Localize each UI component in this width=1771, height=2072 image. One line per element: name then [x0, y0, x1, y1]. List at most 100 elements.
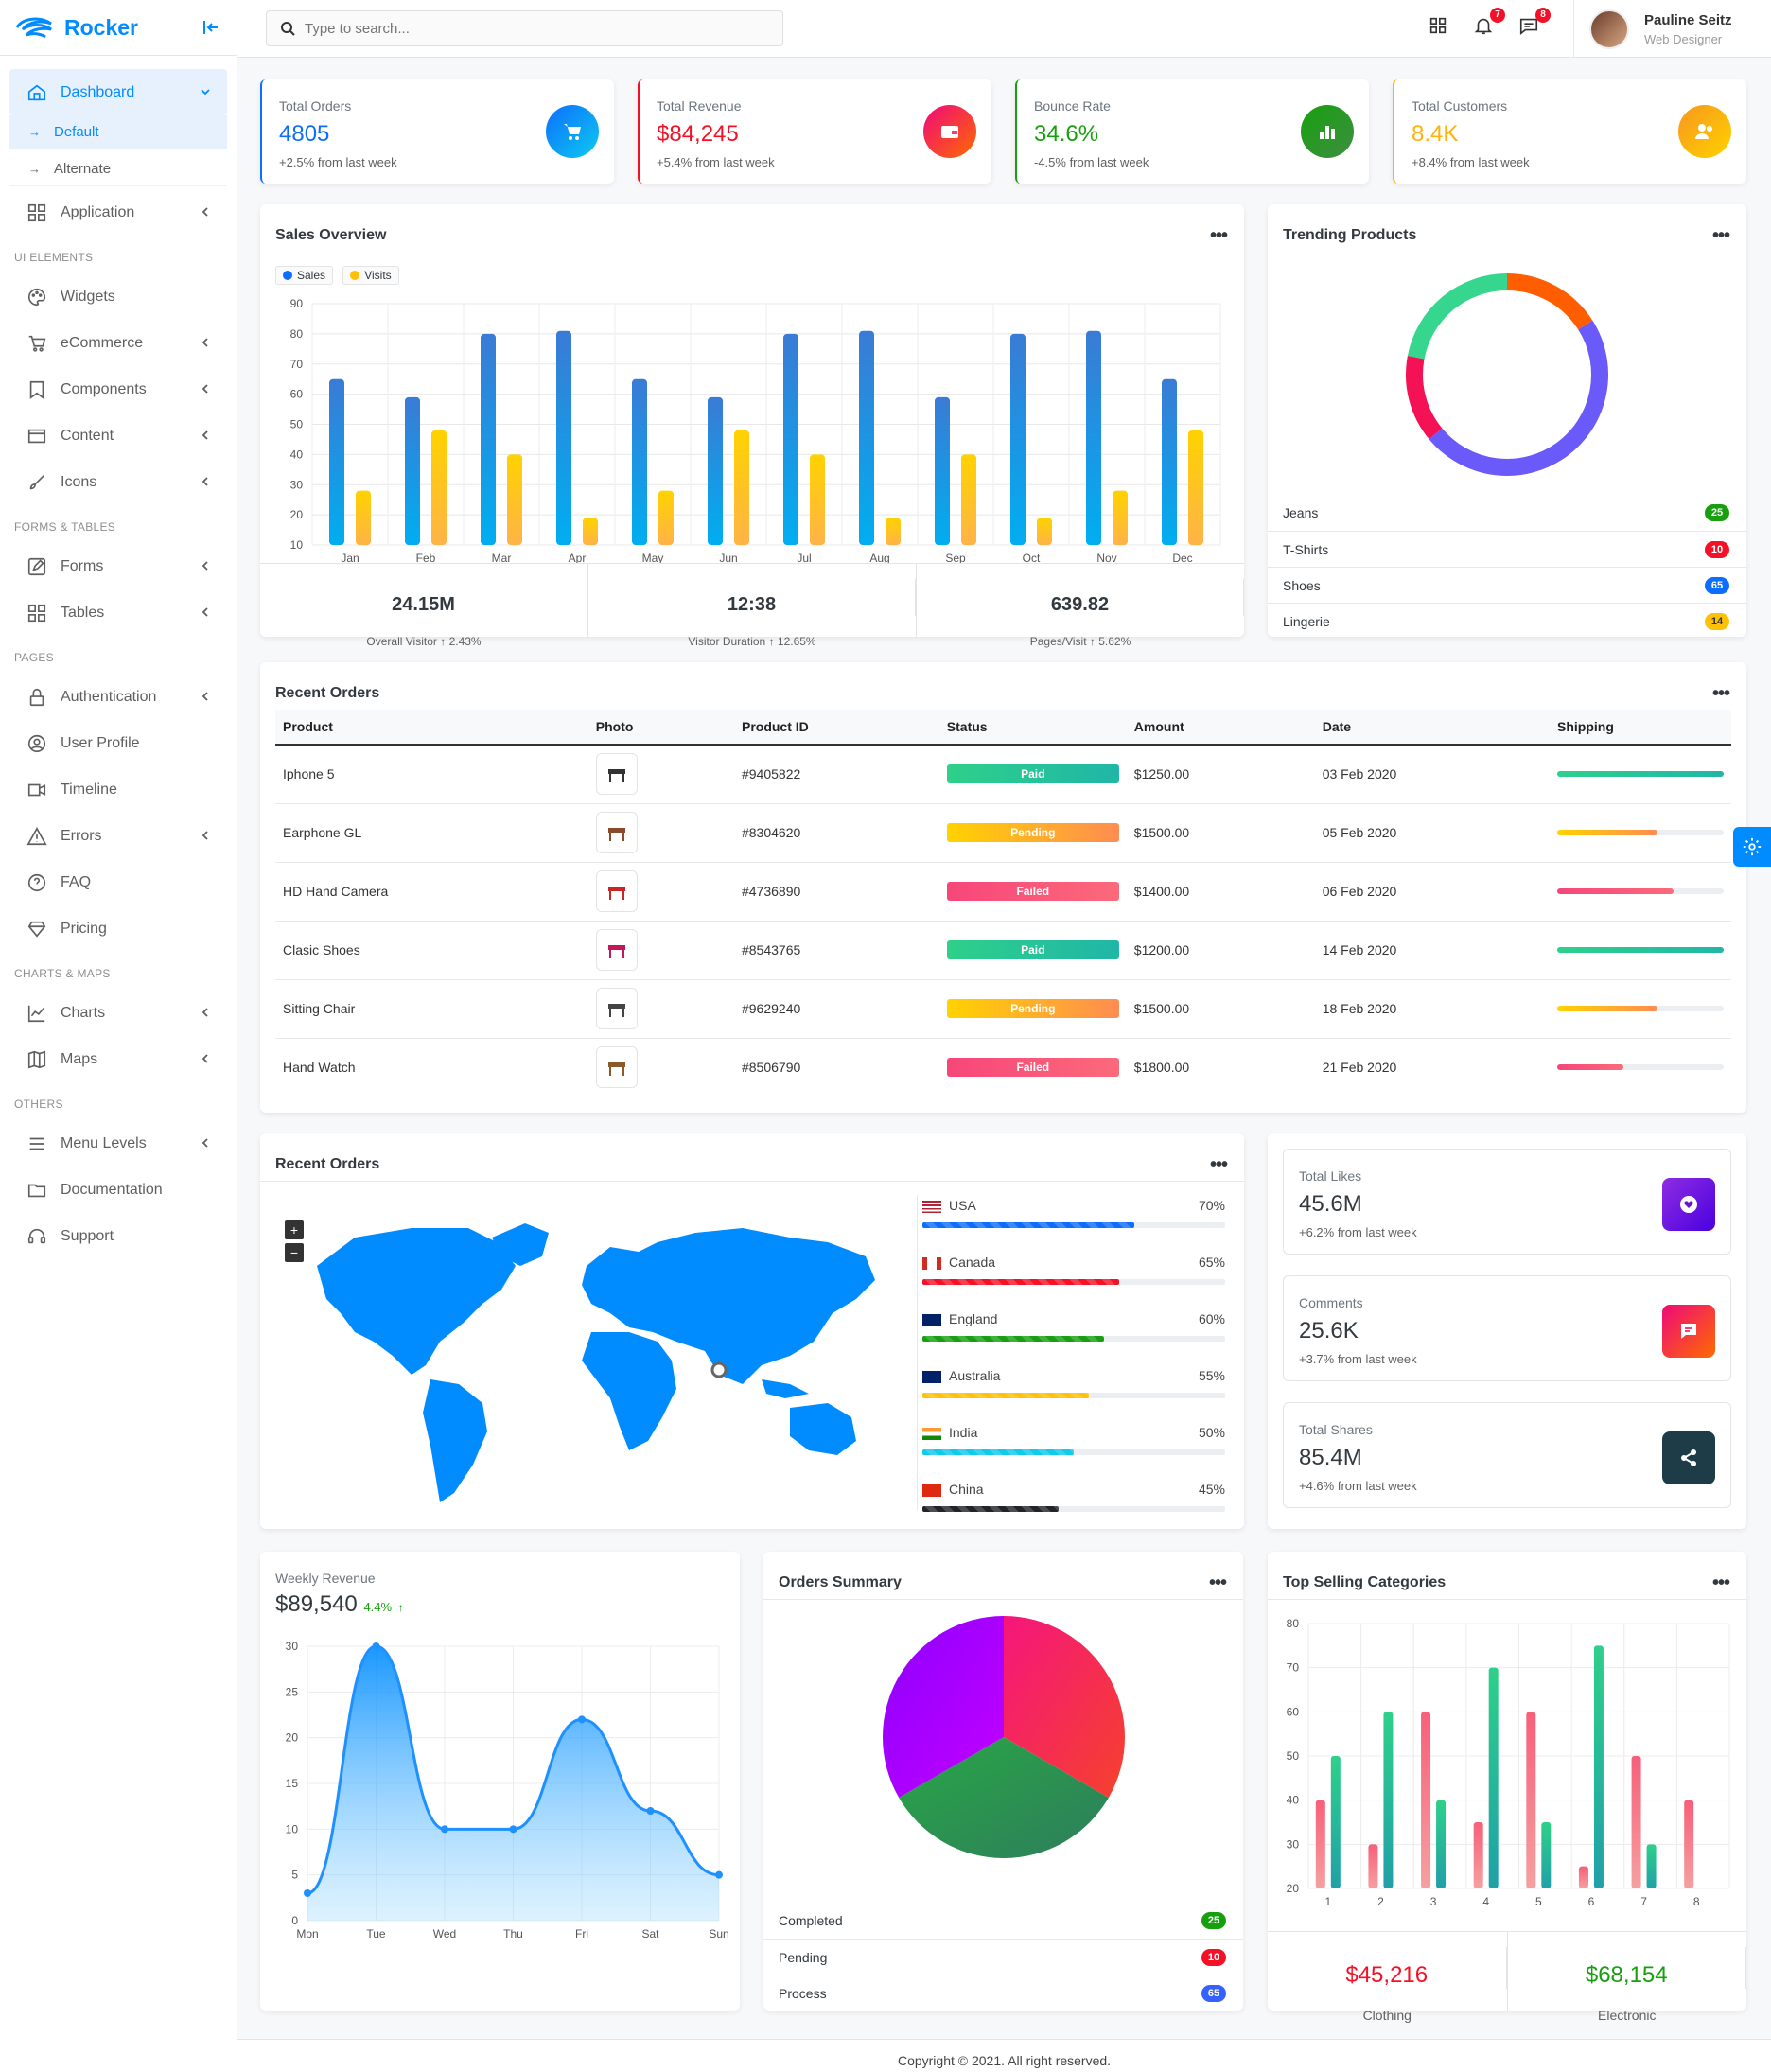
bar[interactable]: [1330, 1756, 1341, 1888]
sidebar-item-components[interactable]: Components: [9, 366, 227, 413]
bar-sales[interactable]: [556, 330, 571, 545]
bar-visits[interactable]: [1037, 518, 1052, 545]
pie-slice-process[interactable]: [883, 1616, 1004, 1798]
more-options-button[interactable]: •••: [1209, 225, 1228, 246]
bar-visits[interactable]: [734, 430, 749, 545]
bar[interactable]: [1526, 1712, 1536, 1888]
bar-visits[interactable]: [886, 518, 901, 545]
bar-visits[interactable]: [356, 490, 371, 545]
bar[interactable]: [1368, 1844, 1378, 1888]
data-point[interactable]: [578, 1715, 586, 1724]
more-options-button[interactable]: •••: [1208, 1572, 1227, 1593]
sidebar-item-support[interactable]: Support: [9, 1213, 227, 1259]
legend-item-sales[interactable]: Sales: [275, 266, 334, 285]
more-options-button[interactable]: •••: [1711, 1572, 1730, 1593]
donut-slice-t-shirts[interactable]: [1406, 355, 1443, 440]
data-point[interactable]: [646, 1807, 655, 1815]
search-input[interactable]: [305, 20, 759, 37]
sidebar-item-forms[interactable]: Forms: [9, 543, 227, 589]
bar[interactable]: [1684, 1800, 1694, 1888]
bar[interactable]: [1593, 1645, 1604, 1888]
bar-visits[interactable]: [961, 454, 976, 545]
sidebar-subitem-default[interactable]: → Default: [9, 115, 227, 149]
bar-visits[interactable]: [583, 518, 598, 545]
bar-visits[interactable]: [1188, 430, 1203, 545]
sidebar-item-tables[interactable]: Tables: [9, 589, 227, 636]
sidebar-subitem-alternate[interactable]: → Alternate: [9, 152, 227, 186]
sidebar-item-menu-levels[interactable]: Menu Levels: [9, 1120, 227, 1167]
sidebar-item-icons[interactable]: Icons: [9, 459, 227, 505]
bar[interactable]: [1436, 1800, 1447, 1888]
bar[interactable]: [1646, 1844, 1657, 1888]
bar-sales[interactable]: [708, 396, 723, 545]
user-menu[interactable]: Pauline Seitz Web Designer: [1573, 0, 1771, 58]
sidebar-item-content[interactable]: Content: [9, 413, 227, 459]
pie-slice-completed[interactable]: [1004, 1616, 1125, 1798]
messages-button[interactable]: 8: [1518, 8, 1551, 40]
bar-sales[interactable]: [632, 378, 647, 545]
table-row[interactable]: Hand Watch #8506790 Failed $1800.00 21 F…: [275, 1038, 1731, 1097]
sidebar-item-widgets[interactable]: Widgets: [9, 273, 227, 320]
sidebar-item-application[interactable]: Application: [9, 189, 227, 236]
donut-slice-jeans[interactable]: [1506, 273, 1593, 330]
apps-button[interactable]: [1428, 15, 1452, 40]
bar-visits[interactable]: [431, 430, 447, 545]
more-options-button[interactable]: •••: [1209, 1154, 1228, 1175]
bar-sales[interactable]: [405, 396, 420, 545]
world-map[interactable]: [298, 1200, 903, 1512]
sidebar-item-ecommerce[interactable]: eCommerce: [9, 320, 227, 366]
bar[interactable]: [1631, 1756, 1641, 1888]
bar-sales[interactable]: [1086, 330, 1101, 545]
data-point[interactable]: [441, 1825, 448, 1834]
more-options-button[interactable]: •••: [1711, 225, 1730, 246]
sidebar-item-charts[interactable]: Charts: [9, 990, 227, 1036]
legend-item-visits[interactable]: Visits: [342, 266, 399, 285]
sidebar-item-pricing[interactable]: Pricing: [9, 905, 227, 952]
bar[interactable]: [1315, 1800, 1325, 1888]
bar-sales[interactable]: [1162, 378, 1177, 545]
bar-sales[interactable]: [783, 333, 798, 545]
data-point[interactable]: [304, 1889, 311, 1897]
bar-sales[interactable]: [1010, 333, 1026, 545]
sidebar-item-errors[interactable]: Errors: [9, 813, 227, 859]
bar[interactable]: [1421, 1712, 1431, 1888]
sidebar-item-authentication[interactable]: Authentication: [9, 674, 227, 720]
bar-visits[interactable]: [810, 454, 825, 545]
bar-visits[interactable]: [658, 490, 674, 545]
table-row[interactable]: Earphone GL #8304620 Pending $1500.00 05…: [275, 803, 1731, 863]
notifications-button[interactable]: 7: [1473, 8, 1505, 40]
brand[interactable]: Rocker: [0, 0, 237, 56]
search-box[interactable]: [266, 10, 783, 46]
bar[interactable]: [1541, 1822, 1552, 1888]
sidebar-item-dashboard[interactable]: Dashboard: [9, 69, 227, 115]
bar-visits[interactable]: [507, 454, 522, 545]
bar[interactable]: [1383, 1712, 1394, 1888]
more-options-button[interactable]: •••: [1711, 683, 1730, 704]
bar-sales[interactable]: [859, 330, 874, 545]
bar-sales[interactable]: [329, 378, 344, 545]
table-row[interactable]: Iphone 5 #9405822 Paid $1250.00 03 Feb 2…: [275, 745, 1731, 804]
collapse-sidebar-icon[interactable]: [201, 17, 221, 38]
table-row[interactable]: HD Hand Camera #4736890 Failed $1400.00 …: [275, 862, 1731, 922]
data-point[interactable]: [715, 1870, 723, 1879]
zoom-out-button[interactable]: −: [285, 1243, 304, 1262]
bar-sales[interactable]: [481, 333, 496, 545]
pie-slice-pending[interactable]: [899, 1737, 1109, 1858]
sidebar-item-user-profile[interactable]: User Profile: [9, 720, 227, 766]
bar[interactable]: [1578, 1866, 1588, 1888]
bar-sales[interactable]: [935, 396, 950, 545]
table-row[interactable]: Sitting Chair #9629240 Pending $1500.00 …: [275, 979, 1731, 1039]
sidebar-item-documentation[interactable]: Documentation: [9, 1167, 227, 1213]
data-point[interactable]: [509, 1825, 517, 1834]
table-row[interactable]: Clasic Shoes #8543765 Paid $1200.00 14 F…: [275, 921, 1731, 980]
sidebar-item-maps[interactable]: Maps: [9, 1036, 227, 1082]
data-point[interactable]: [372, 1642, 380, 1650]
settings-button[interactable]: [1733, 827, 1771, 867]
bar-visits[interactable]: [1113, 490, 1128, 545]
sidebar-item-timeline[interactable]: Timeline: [9, 766, 227, 813]
donut-slice-shoes[interactable]: [1429, 320, 1608, 476]
zoom-in-button[interactable]: +: [285, 1220, 304, 1239]
bar[interactable]: [1473, 1822, 1483, 1888]
bar[interactable]: [1488, 1667, 1499, 1888]
donut-slice-lingerie[interactable]: [1407, 273, 1508, 360]
